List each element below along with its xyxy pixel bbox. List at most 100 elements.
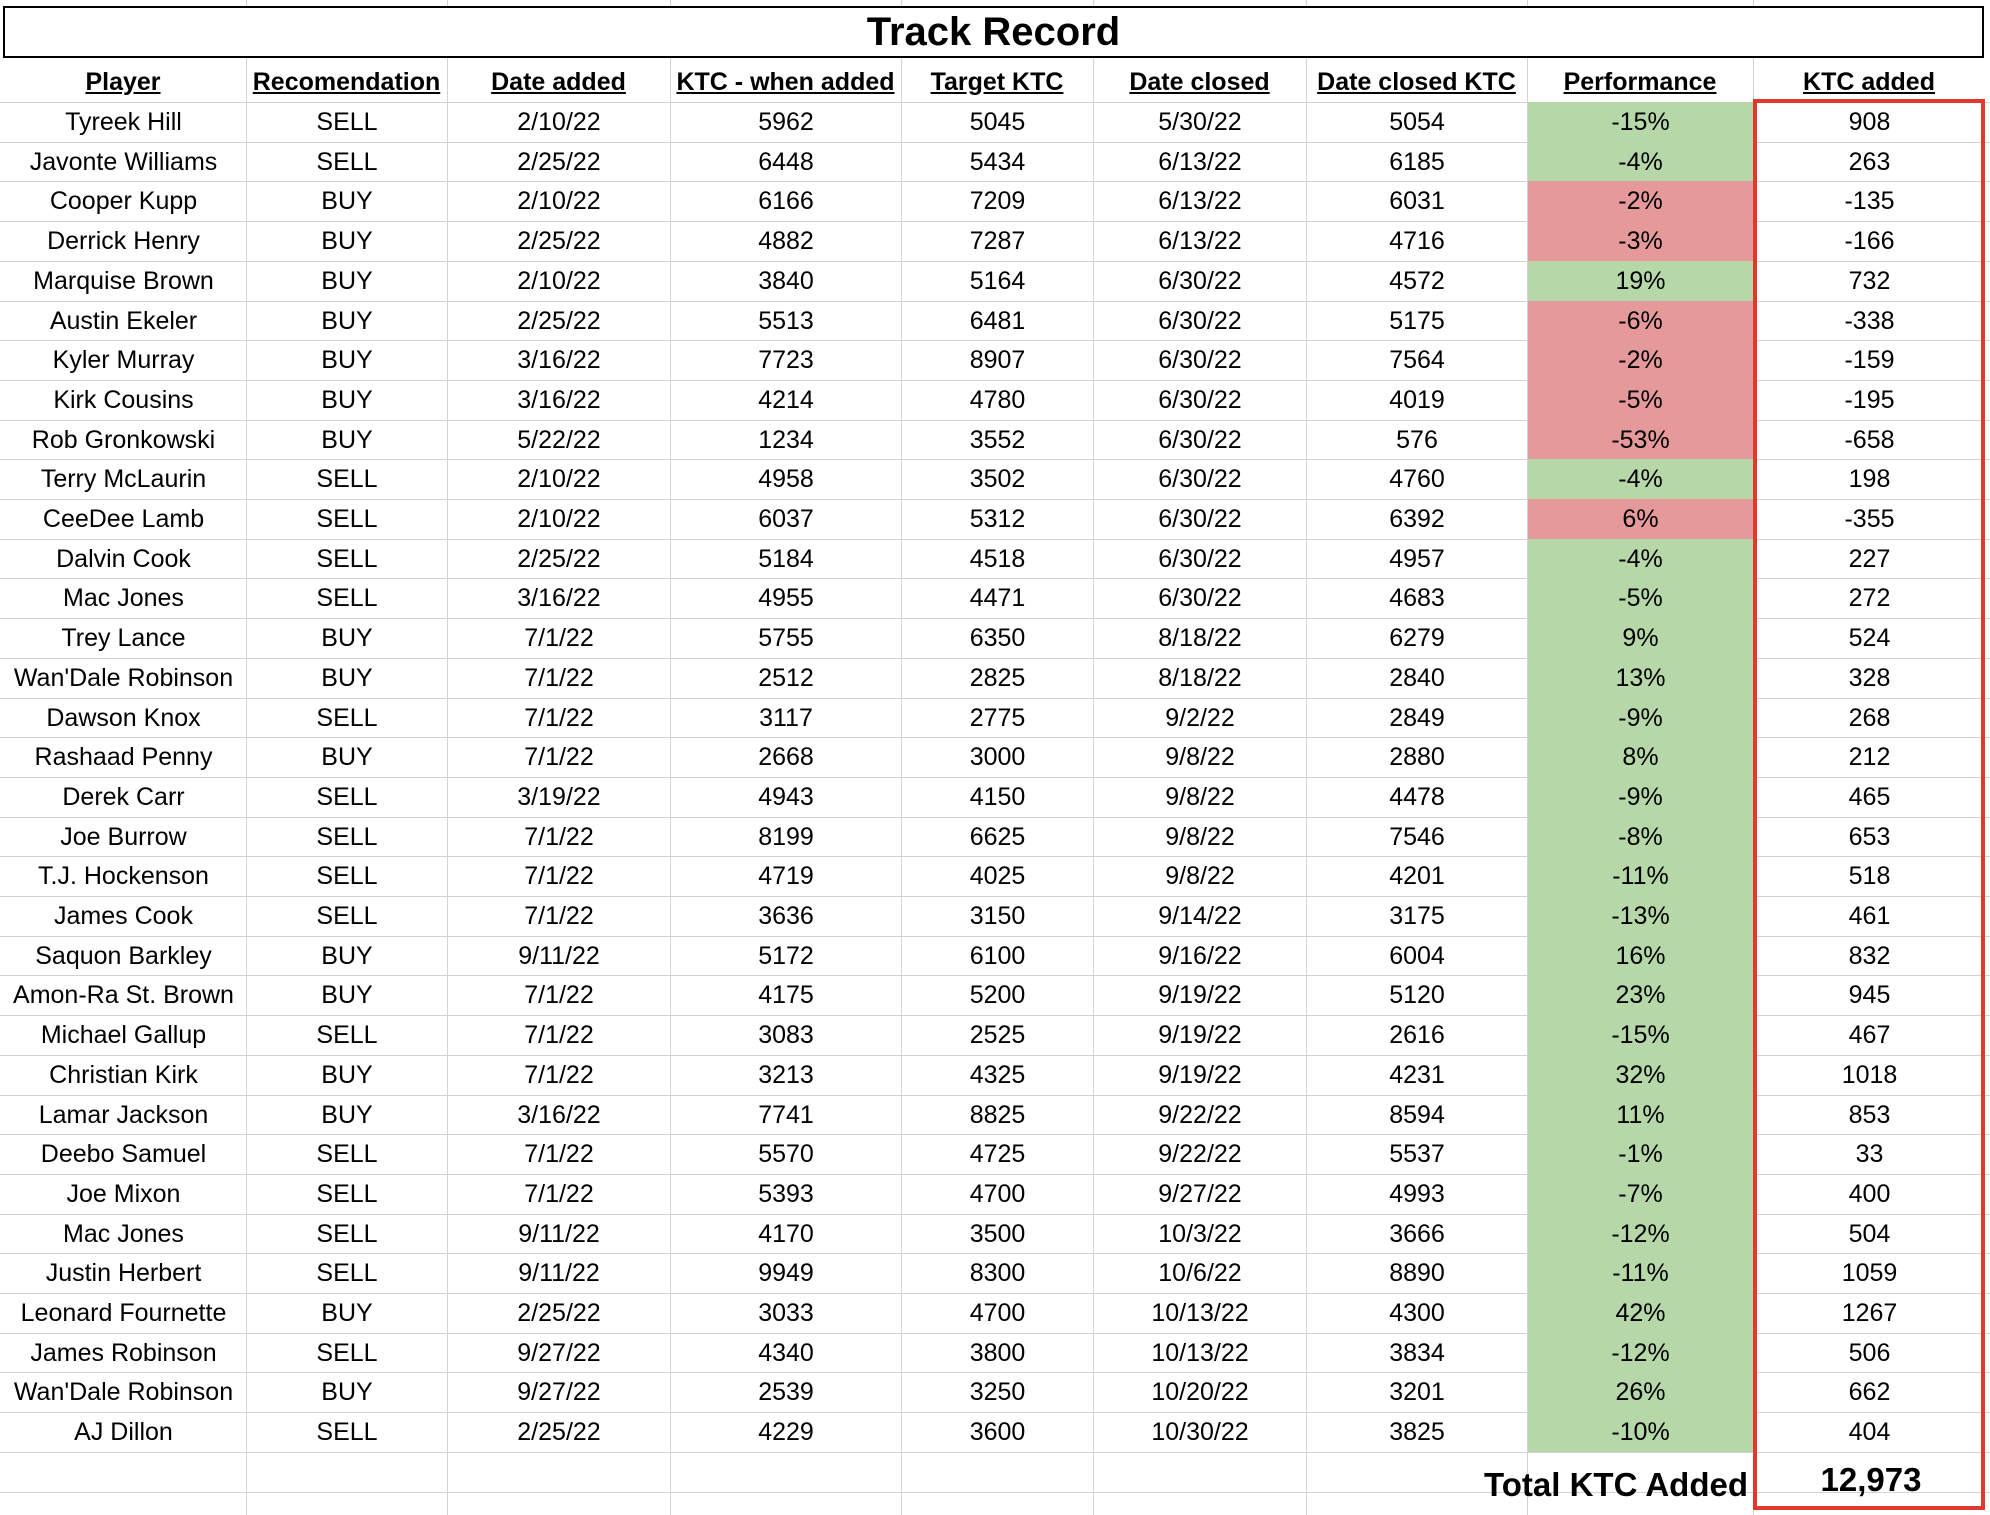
target-ktc-cell[interactable]: 7287 <box>969 226 1026 255</box>
ktc-added-cell[interactable]: -195 <box>1844 385 1895 414</box>
recommendation-cell[interactable]: SELL <box>316 901 378 930</box>
target-ktc-cell[interactable]: 4725 <box>969 1139 1026 1168</box>
date-closed-ktc-cell[interactable]: 6185 <box>1389 147 1445 176</box>
player-cell[interactable]: Derek Carr <box>62 782 185 811</box>
performance-cell[interactable]: 11% <box>1528 1095 1753 1135</box>
player-cell[interactable]: Cooper Kupp <box>49 186 198 215</box>
performance-cell[interactable]: -2% <box>1528 181 1753 221</box>
ktc-added-cell[interactable]: 461 <box>1848 901 1891 930</box>
date-closed-ktc-cell[interactable]: 4019 <box>1389 385 1445 414</box>
date-added-cell[interactable]: 2/25/22 <box>517 1298 601 1327</box>
date-added-cell[interactable]: 2/25/22 <box>517 544 601 573</box>
date-closed-cell[interactable]: 6/30/22 <box>1158 583 1242 612</box>
target-ktc-cell[interactable]: 3150 <box>969 901 1026 930</box>
recommendation-cell[interactable]: SELL <box>316 107 378 136</box>
date-added-cell[interactable]: 2/10/22 <box>517 186 601 215</box>
ktc-added-cell[interactable]: 518 <box>1848 861 1891 890</box>
date-closed-ktc-cell[interactable]: 3825 <box>1389 1417 1445 1446</box>
ktc-added-cell[interactable]: 212 <box>1848 742 1891 771</box>
date-closed-cell[interactable]: 6/30/22 <box>1158 385 1242 414</box>
ktc-when-added-cell[interactable]: 5172 <box>758 941 814 970</box>
recommendation-cell[interactable]: BUY <box>321 623 373 652</box>
ktc-added-cell[interactable]: 1267 <box>1841 1298 1898 1327</box>
date-added-cell[interactable]: 2/25/22 <box>517 306 601 335</box>
date-closed-ktc-cell[interactable]: 4957 <box>1389 544 1445 573</box>
player-cell[interactable]: Kirk Cousins <box>53 385 194 414</box>
header-ktc-added[interactable]: KTC added <box>1803 67 1935 96</box>
ktc-added-cell[interactable]: 272 <box>1848 583 1891 612</box>
date-added-cell[interactable]: 7/1/22 <box>524 663 594 692</box>
target-ktc-cell[interactable]: 4700 <box>969 1179 1026 1208</box>
player-cell[interactable]: Michael Gallup <box>40 1020 207 1049</box>
date-closed-cell[interactable]: 9/8/22 <box>1165 782 1235 811</box>
ktc-added-cell[interactable]: 853 <box>1848 1100 1891 1129</box>
ktc-when-added-cell[interactable]: 8199 <box>758 822 814 851</box>
ktc-added-cell[interactable]: 653 <box>1848 822 1891 851</box>
target-ktc-cell[interactable]: 2825 <box>969 663 1026 692</box>
ktc-added-cell[interactable]: -135 <box>1844 186 1895 215</box>
performance-cell[interactable]: -11% <box>1528 1253 1753 1293</box>
date-closed-ktc-cell[interactable]: 2840 <box>1389 663 1445 692</box>
target-ktc-cell[interactable]: 5434 <box>969 147 1026 176</box>
target-ktc-cell[interactable]: 8300 <box>969 1258 1026 1287</box>
target-ktc-cell[interactable]: 4325 <box>969 1060 1026 1089</box>
date-closed-ktc-cell[interactable]: 5120 <box>1389 980 1445 1009</box>
date-closed-cell[interactable]: 9/2/22 <box>1165 703 1235 732</box>
performance-cell[interactable]: -5% <box>1528 380 1753 420</box>
date-added-cell[interactable]: 2/10/22 <box>517 266 601 295</box>
recommendation-cell[interactable]: SELL <box>316 1219 378 1248</box>
date-added-cell[interactable]: 7/1/22 <box>524 1139 594 1168</box>
ktc-added-cell[interactable]: 404 <box>1848 1417 1891 1446</box>
ktc-when-added-cell[interactable]: 5513 <box>758 306 814 335</box>
recommendation-cell[interactable]: SELL <box>316 861 378 890</box>
date-added-cell[interactable]: 3/16/22 <box>517 385 601 414</box>
date-closed-cell[interactable]: 10/30/22 <box>1151 1417 1249 1446</box>
player-cell[interactable]: Trey Lance <box>61 623 186 652</box>
player-cell[interactable]: James Robinson <box>30 1338 217 1367</box>
date-added-cell[interactable]: 9/27/22 <box>517 1338 601 1367</box>
target-ktc-cell[interactable]: 5164 <box>969 266 1026 295</box>
date-added-cell[interactable]: 9/27/22 <box>517 1377 601 1406</box>
ktc-when-added-cell[interactable]: 3840 <box>758 266 814 295</box>
target-ktc-cell[interactable]: 4150 <box>969 782 1026 811</box>
date-closed-ktc-cell[interactable]: 7546 <box>1389 822 1445 851</box>
date-closed-ktc-cell[interactable]: 4716 <box>1389 226 1445 255</box>
player-cell[interactable]: Wan'Dale Robinson <box>13 663 234 692</box>
ktc-added-cell[interactable]: -159 <box>1844 345 1895 374</box>
target-ktc-cell[interactable]: 7209 <box>969 186 1026 215</box>
date-added-cell[interactable]: 5/22/22 <box>517 425 601 454</box>
header-player[interactable]: Player <box>85 67 161 96</box>
title-cell[interactable]: Track Record <box>3 6 1984 58</box>
player-cell[interactable]: Dalvin Cook <box>56 544 191 573</box>
player-cell[interactable]: AJ Dillon <box>74 1417 173 1446</box>
ktc-when-added-cell[interactable]: 4340 <box>758 1338 814 1367</box>
date-closed-ktc-cell[interactable]: 3834 <box>1389 1338 1445 1367</box>
player-cell[interactable]: T.J. Hockenson <box>38 861 209 890</box>
player-cell[interactable]: Amon-Ra St. Brown <box>13 980 234 1009</box>
target-ktc-cell[interactable]: 5200 <box>969 980 1026 1009</box>
player-cell[interactable]: CeeDee Lamb <box>42 504 205 533</box>
ktc-when-added-cell[interactable]: 4214 <box>758 385 814 414</box>
date-closed-ktc-cell[interactable]: 7564 <box>1389 345 1445 374</box>
ktc-when-added-cell[interactable]: 6166 <box>758 186 814 215</box>
player-cell[interactable]: Mac Jones <box>63 583 184 612</box>
header-date-closed-ktc[interactable]: Date closed KTC <box>1317 67 1516 96</box>
date-added-cell[interactable]: 7/1/22 <box>524 703 594 732</box>
recommendation-cell[interactable]: SELL <box>316 544 378 573</box>
ktc-added-cell[interactable]: 732 <box>1848 266 1891 295</box>
target-ktc-cell[interactable]: 6625 <box>969 822 1026 851</box>
performance-cell[interactable]: 8% <box>1528 737 1753 777</box>
ktc-when-added-cell[interactable]: 3083 <box>758 1020 814 1049</box>
player-cell[interactable]: Lamar Jackson <box>38 1100 209 1129</box>
date-closed-cell[interactable]: 6/13/22 <box>1158 186 1242 215</box>
performance-cell[interactable]: -7% <box>1528 1174 1753 1214</box>
target-ktc-cell[interactable]: 4780 <box>969 385 1026 414</box>
target-ktc-cell[interactable]: 3600 <box>969 1417 1026 1446</box>
ktc-when-added-cell[interactable]: 2512 <box>758 663 814 692</box>
ktc-when-added-cell[interactable]: 4943 <box>758 782 814 811</box>
target-ktc-cell[interactable]: 3000 <box>969 742 1026 771</box>
date-closed-ktc-cell[interactable]: 6279 <box>1389 623 1445 652</box>
date-added-cell[interactable]: 3/16/22 <box>517 1100 601 1129</box>
ktc-added-cell[interactable]: 268 <box>1848 703 1891 732</box>
date-added-cell[interactable]: 2/10/22 <box>517 107 601 136</box>
